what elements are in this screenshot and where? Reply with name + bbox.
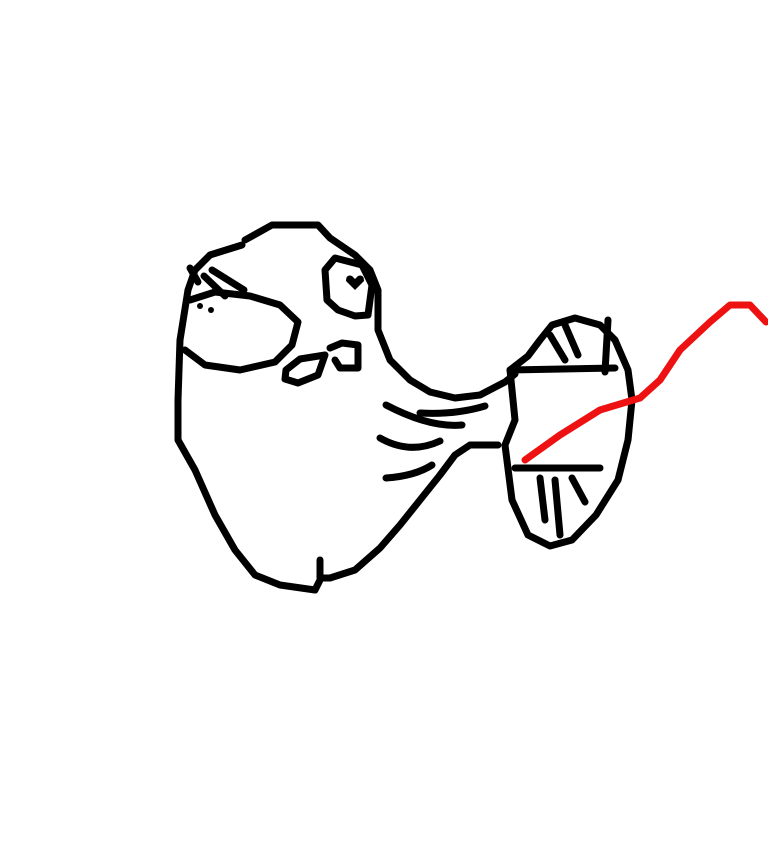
- fin-line: [376, 434, 444, 451]
- snout: [181, 288, 302, 374]
- fin-line: [382, 461, 436, 482]
- eye: [321, 254, 376, 320]
- dot: [208, 307, 214, 313]
- brow: [186, 264, 248, 300]
- dot: [197, 303, 203, 309]
- tail-line: [506, 364, 619, 472]
- tail-outline: [501, 314, 636, 550]
- nose: [281, 351, 329, 387]
- fin-line: [382, 401, 466, 429]
- fin-line: [416, 402, 489, 417]
- heart: [346, 275, 364, 290]
- tail-stripe: [536, 316, 612, 539]
- mouth: [326, 339, 362, 372]
- red-line: [521, 301, 768, 464]
